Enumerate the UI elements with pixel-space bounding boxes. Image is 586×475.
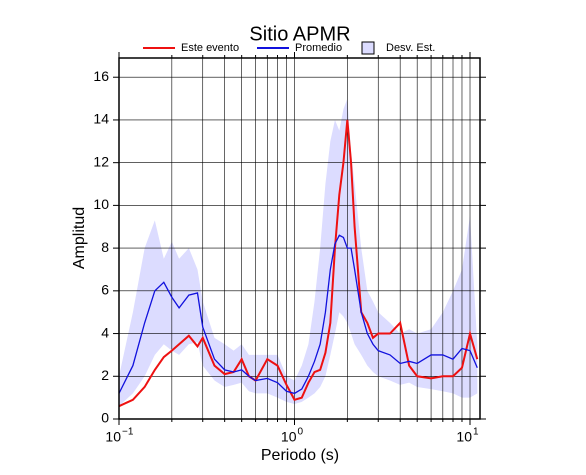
y-tick-label: 16 [93, 68, 109, 84]
y-tick-label: 2 [101, 367, 109, 383]
x-tick-label: 10 [456, 429, 472, 445]
legend-swatch [361, 41, 375, 55]
y-tick-label: 12 [93, 153, 109, 169]
legend-label: Desv. Est. [386, 42, 435, 54]
x-tick-label: 10 [281, 429, 297, 445]
series-line [118, 119, 479, 408]
x-tick-exponent: −1 [122, 427, 134, 438]
plot-frame [118, 57, 481, 420]
chart-title: Sitio APMR [249, 23, 350, 45]
y-tick-label: 6 [101, 282, 109, 298]
y-tick-label: 0 [101, 410, 109, 426]
legend-label: Promedio [295, 42, 342, 54]
x-tick-exponent: 0 [298, 427, 304, 438]
y-axis-label: Amplitud [71, 207, 88, 269]
x-tick-exponent: 1 [473, 427, 479, 438]
y-tick-label: 8 [101, 239, 109, 255]
x-axis-label: Periodo (s) [261, 447, 339, 464]
legend-label: Este evento [181, 42, 239, 54]
std-band [119, 98, 478, 407]
y-tick-label: 10 [93, 196, 109, 212]
series-line [118, 234, 478, 395]
y-tick-label: 4 [101, 324, 109, 340]
x-tick-label: 10 [105, 429, 121, 445]
y-tick-label: 14 [93, 111, 109, 127]
